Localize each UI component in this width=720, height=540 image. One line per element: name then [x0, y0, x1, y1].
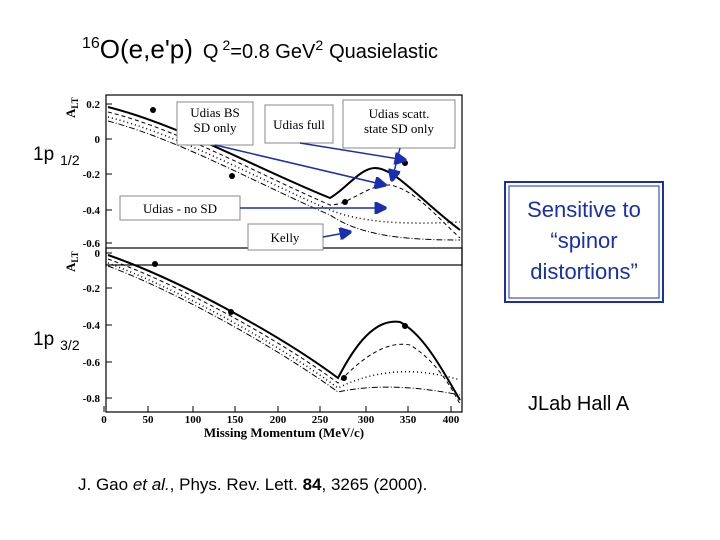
citation: J. Gao et al., Phys. Rev. Lett. 84, 3265… [78, 475, 427, 494]
callout-text: Udias full [273, 117, 325, 132]
lab: JLab Hall A [528, 393, 630, 415]
title-q-exp: 2 [222, 37, 230, 53]
citation-rest: , 3265 (2000). [322, 475, 428, 494]
callout-text: Udias BS [190, 105, 239, 120]
y-tick-label: 0.2 [86, 99, 100, 111]
curve-bs-b [107, 258, 461, 405]
y-tick-label: -0.2 [83, 169, 101, 181]
y-tick-label: -0.2 [83, 283, 101, 295]
note-text: “spinor [550, 228, 617, 253]
axis-title-sub: LT [70, 97, 80, 108]
y-tick-label: -0.8 [83, 393, 101, 405]
callout-boxes [119, 99, 456, 251]
callout-text: state SD only [364, 121, 435, 136]
note-box [504, 181, 664, 303]
x-tick-label: 150 [227, 414, 244, 426]
panel-label-sub: 1/2 [60, 152, 80, 168]
x-tick-label: 300 [358, 414, 375, 426]
title-value: =0.8 GeV [230, 41, 316, 63]
title-q: Q [203, 41, 219, 63]
title-mass: 16 [82, 35, 100, 52]
x-tick-label: 250 [312, 414, 329, 426]
citation-authors: J. Gao [78, 475, 133, 494]
callout-text: Kelly [271, 230, 300, 245]
axis-title-main: A [63, 108, 78, 118]
callout-text: Udias scatt. [369, 106, 430, 121]
x-tick-label: 0 [101, 414, 107, 426]
panel-label: 1p 3/2 [33, 329, 80, 353]
curve-kelly-b [107, 265, 461, 396]
y-tick-label: 0 [95, 248, 101, 260]
callout-text: Udias - no SD [143, 201, 217, 216]
panel-label-main: 1p [33, 144, 54, 165]
axis-title-sub: LT [70, 251, 80, 262]
axis-title-main: A [63, 262, 78, 272]
citation-etal: et al. [133, 475, 170, 494]
title-reaction: O(e,e'p) [100, 34, 193, 64]
panel-label-main: 1p [33, 329, 54, 350]
x-tick-label: 50 [143, 414, 155, 426]
title-unit-exp: 2 [315, 37, 323, 53]
x-tick-label: 350 [400, 414, 417, 426]
curve-full-b [107, 254, 461, 401]
citation-volume: 84 [303, 475, 322, 494]
panel-label: 1p 1/2 [33, 144, 80, 168]
title: 16O(e,e'p) Q 2=0.8 GeV2 Quasielastic [82, 34, 438, 64]
arrows [214, 142, 405, 237]
y-tick-label: -0.4 [83, 205, 101, 217]
top-frame [105, 94, 463, 266]
y-tick-label: -0.6 [83, 357, 101, 369]
x-tick-label: 200 [270, 414, 287, 426]
note-text: distortions” [530, 259, 638, 284]
x-tick-label: 100 [185, 414, 202, 426]
x-tick-label: 400 [443, 414, 460, 426]
title-kind: Quasielastic [329, 41, 438, 63]
note-text: Sensitive to [527, 197, 641, 222]
note-box-inner [508, 185, 660, 299]
citation-journal: , Phys. Rev. Lett. [170, 475, 303, 494]
y-tick-label: -0.6 [83, 238, 101, 250]
axis-title: ALT [63, 97, 80, 118]
y-tick-label: 0 [95, 134, 101, 146]
y-tick-label: -0.4 [83, 320, 101, 332]
axis-title: ALT [63, 251, 80, 272]
curve-kelly [107, 120, 461, 241]
callout-text: SD only [194, 120, 237, 135]
x-label: Missing Momentum (MeV/c) [204, 425, 364, 440]
panel-label-sub: 3/2 [60, 337, 80, 353]
